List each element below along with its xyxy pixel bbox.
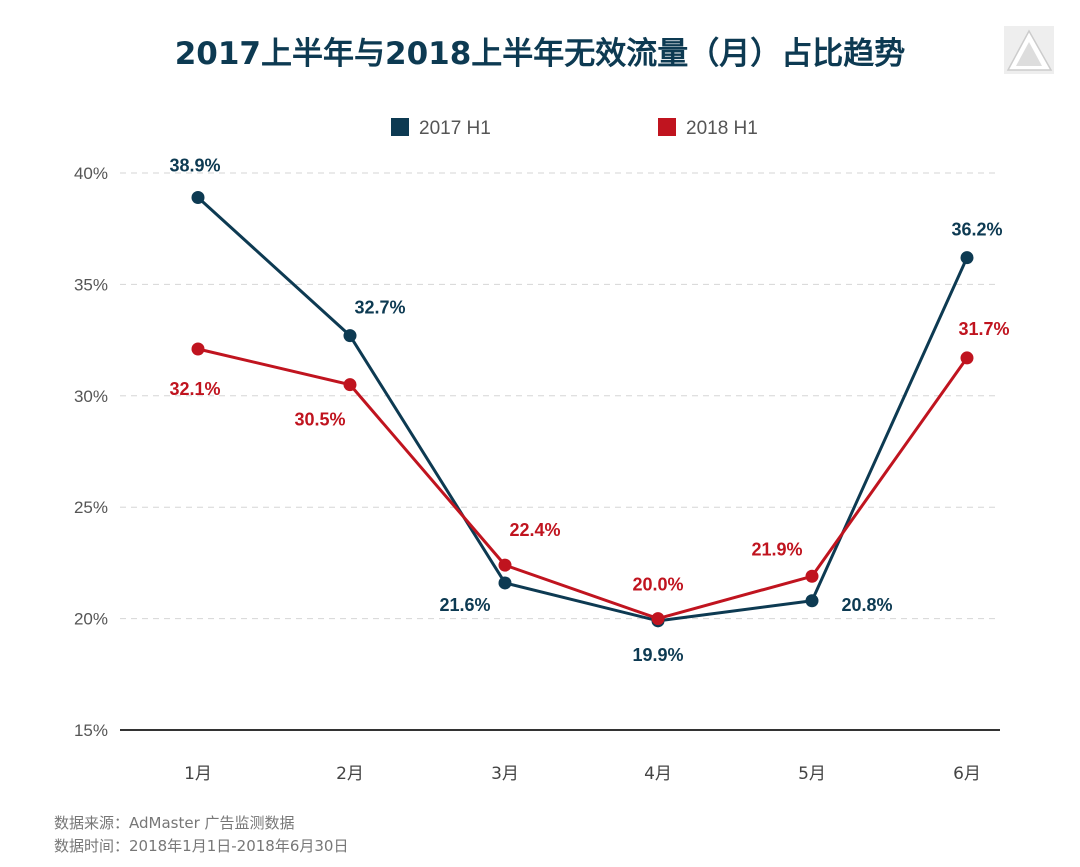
data-label: 30.5% (294, 410, 345, 430)
data-label: 38.9% (169, 156, 220, 176)
data-point (191, 191, 205, 205)
data-point (805, 594, 819, 608)
data-point (960, 251, 974, 265)
data-point (651, 612, 665, 626)
series-lines (196, 196, 969, 623)
data-label: 20.0% (632, 575, 683, 595)
data-label: 19.9% (632, 645, 683, 665)
y-axis: 15% 20% 25% 30% 35% 40% (74, 164, 108, 740)
triangle-logo-icon (1004, 26, 1054, 74)
x-tick-label: 3月 (491, 764, 519, 784)
data-point (191, 342, 205, 356)
chart-title: 2017上半年与2018上半年无效流量（月）占比趋势 (175, 36, 906, 72)
period-note: 数据时间：2018年1月1日-2018年6月30日 (54, 837, 348, 855)
data-label: 21.9% (751, 539, 802, 559)
x-tick-label: 6月 (953, 764, 981, 784)
y-tick-label: 20% (74, 610, 108, 629)
x-tick-label: 5月 (798, 764, 826, 784)
data-label: 36.2% (951, 220, 1002, 240)
x-tick-label: 2月 (336, 764, 364, 784)
x-axis: 1月 2月 3月 4月 5月 6月 (184, 764, 981, 784)
y-tick-label: 25% (74, 498, 108, 517)
series-points (191, 191, 974, 628)
x-tick-label: 4月 (644, 764, 672, 784)
y-tick-label: 30% (74, 387, 108, 406)
grid (120, 172, 1000, 620)
data-label: 21.6% (439, 595, 490, 615)
legend-label-2018: 2018 H1 (686, 118, 758, 139)
y-tick-label: 35% (74, 275, 108, 294)
legend-swatch-2018 (658, 118, 676, 136)
y-tick-label: 15% (74, 721, 108, 740)
data-label: 31.7% (958, 319, 1009, 339)
data-point (960, 351, 974, 365)
legend: 2017 H1 2018 H1 (391, 118, 758, 139)
data-label: 32.7% (354, 298, 405, 318)
source-note: 数据来源：AdMaster 广告监测数据 (54, 814, 295, 832)
data-label: 20.8% (841, 595, 892, 615)
data-point (805, 569, 819, 583)
data-point (343, 378, 357, 392)
series-line-0 (196, 196, 969, 623)
data-point (498, 558, 512, 572)
data-label: 22.4% (509, 520, 560, 540)
data-labels: 38.9% 32.7% 21.6% 19.9% 20.8% 36.2% 32.1% 30.5%… (169, 156, 1009, 665)
y-tick-label: 40% (74, 164, 108, 183)
data-point (498, 576, 512, 590)
x-tick-label: 1月 (184, 764, 212, 784)
series-line-1 (197, 347, 969, 621)
data-point (343, 329, 357, 343)
data-label: 32.1% (169, 379, 220, 399)
legend-label-2017: 2017 H1 (419, 118, 491, 139)
legend-swatch-2017 (391, 118, 409, 136)
